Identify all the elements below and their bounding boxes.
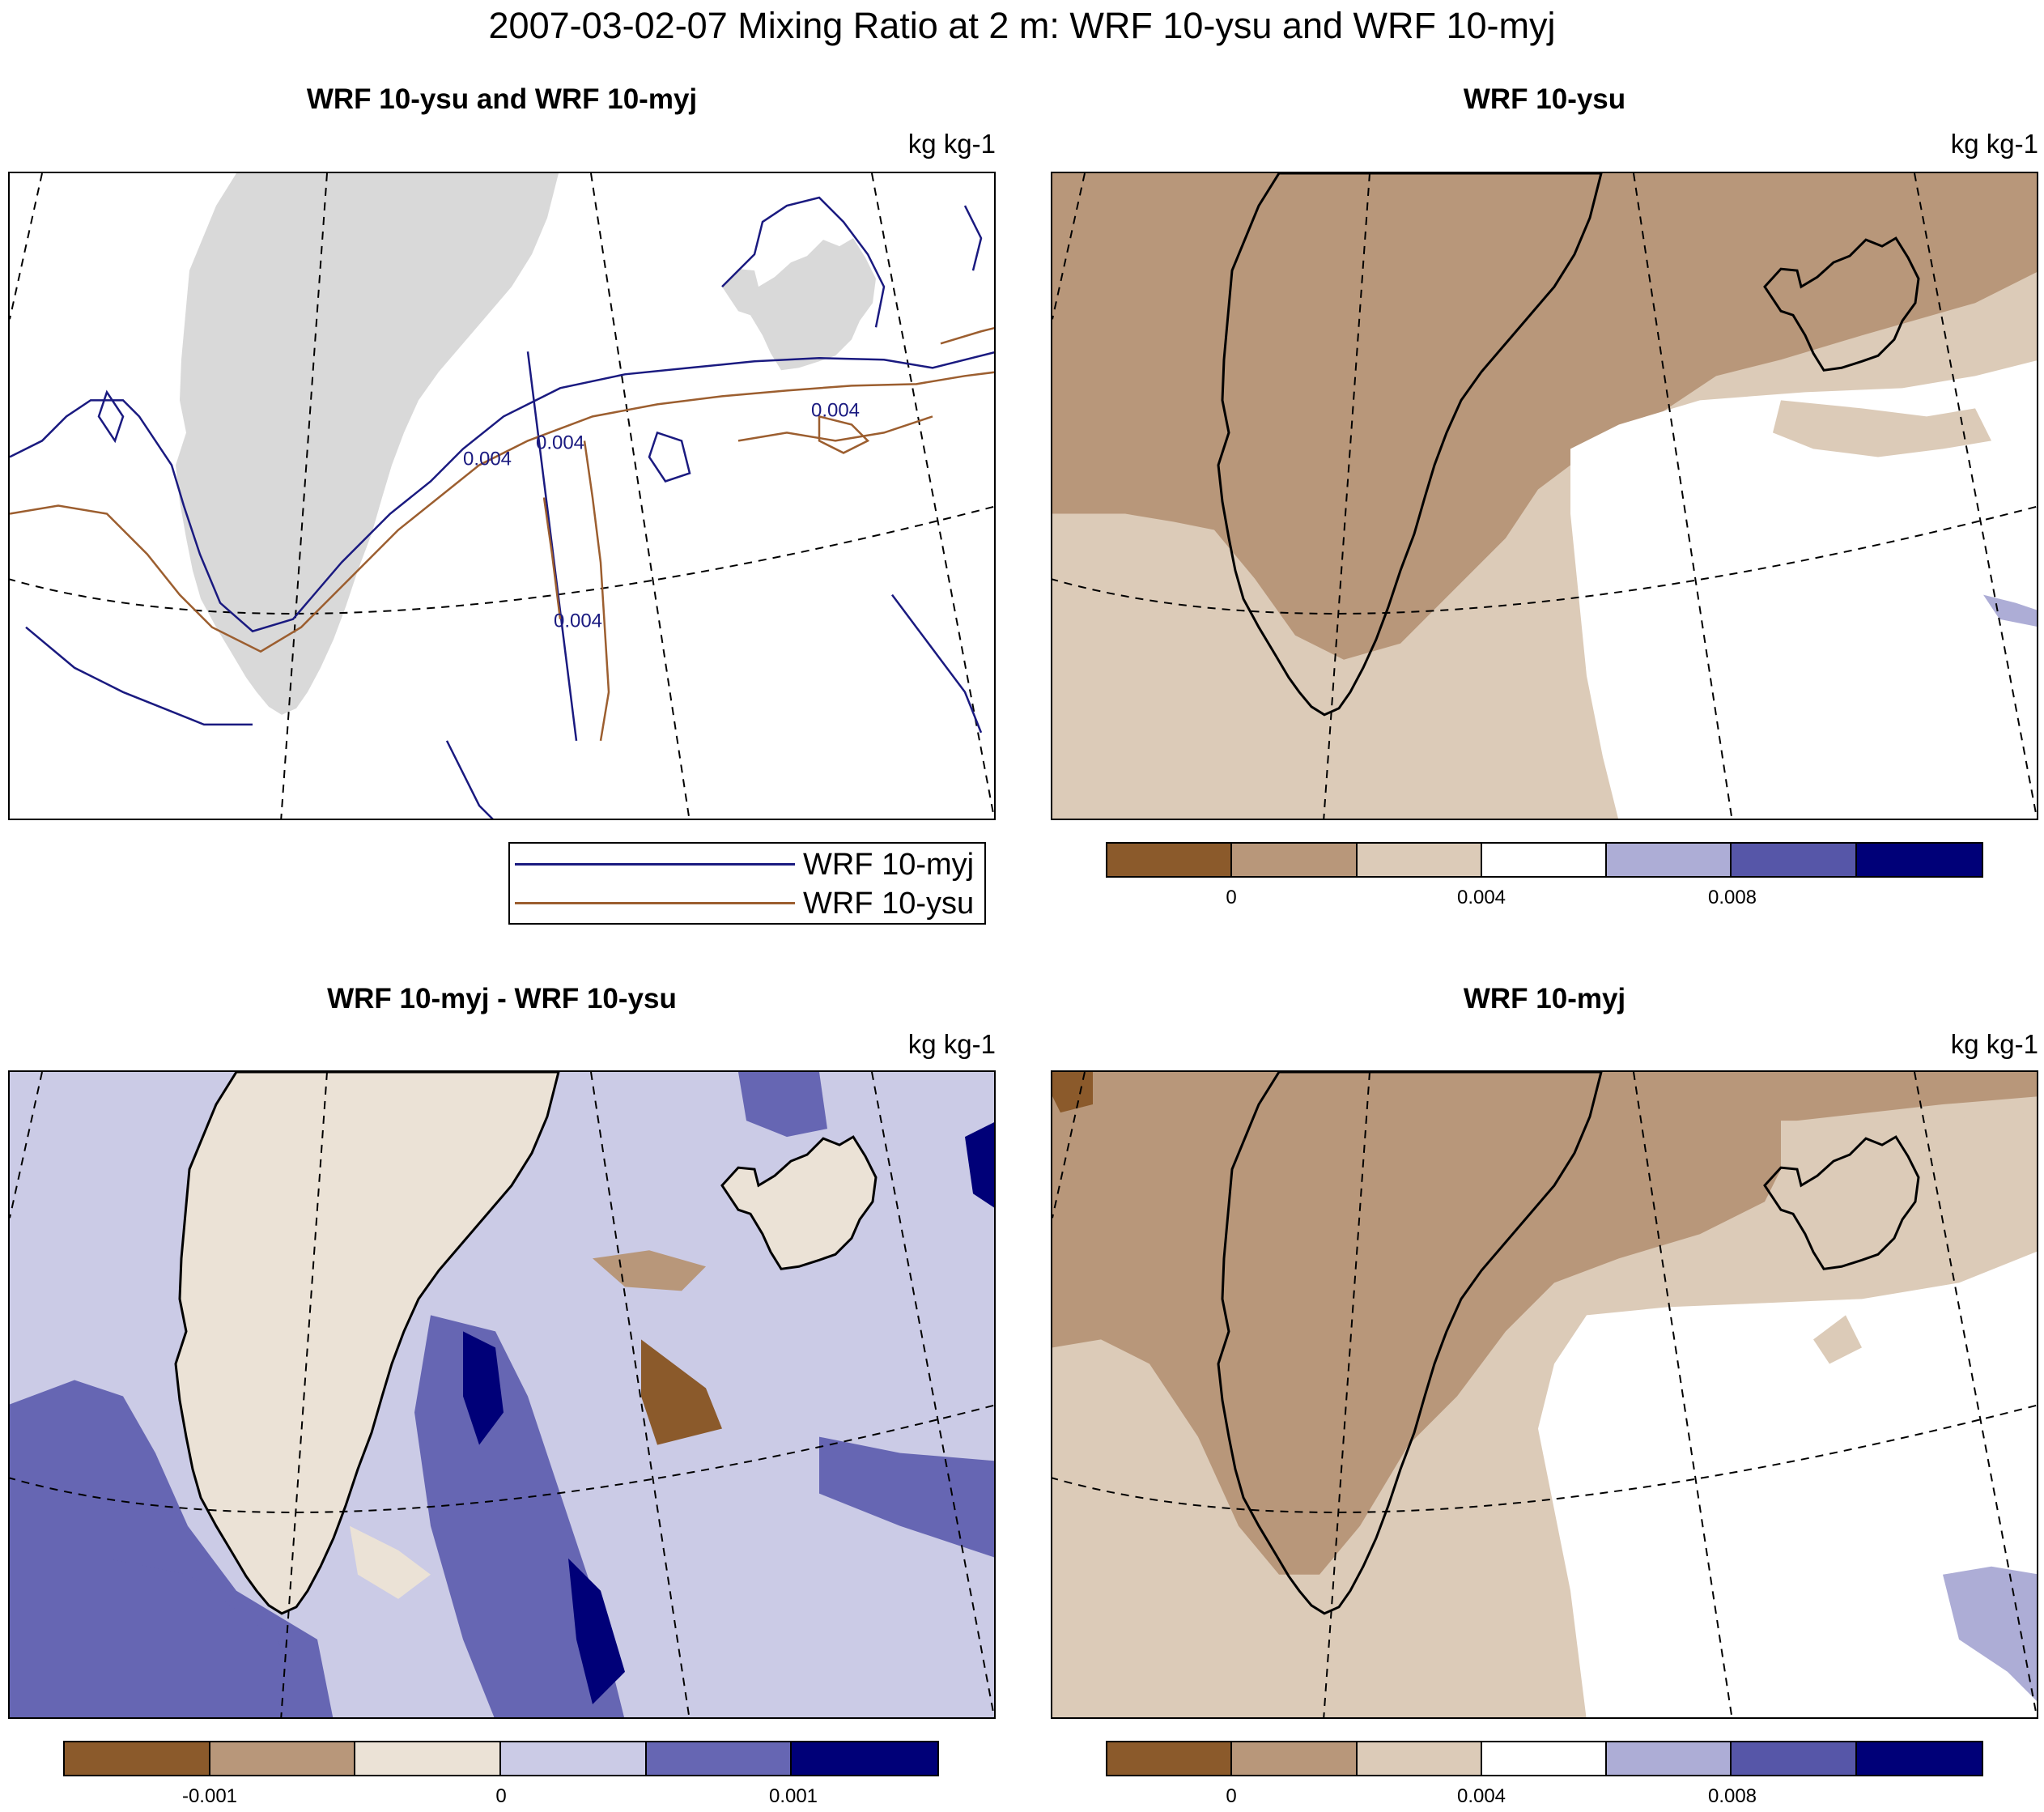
colorbar-myj	[1106, 1741, 1983, 1776]
colorbar-cell	[1607, 844, 1732, 876]
colorbar-cell	[210, 1742, 356, 1775]
colorbar-cell	[1732, 844, 1857, 876]
contour-label: 0.004	[463, 448, 512, 470]
colorbar-tick-label: 0.004	[1456, 887, 1506, 908]
contour-label: 0.004	[811, 399, 860, 421]
field-band	[965, 1122, 994, 1208]
field-band	[1773, 400, 1991, 457]
panel-title-contour: WRF 10-ysu and WRF 10-myj	[306, 83, 698, 115]
colorbar-tick-label: 0	[1226, 887, 1237, 908]
contour-label: 0.004	[554, 610, 602, 632]
units-ysu: kg kg-1	[1950, 129, 2038, 159]
ysu-map-panel	[1051, 172, 2038, 820]
legend-entry-myj: WRF 10-myj	[510, 845, 984, 884]
main-title: 2007-03-02-07 Mixing Ratio at 2 m: WRF 1…	[488, 5, 1556, 46]
ysu-map	[1052, 173, 2037, 819]
panel-title-diff: WRF 10-myj - WRF 10-ysu	[327, 983, 677, 1014]
field-band	[463, 1331, 504, 1445]
myj-contours	[10, 196, 994, 819]
line-legend: WRF 10-myj WRF 10-ysu	[508, 842, 986, 925]
myj-map	[1052, 1072, 2037, 1717]
colorbar-cell	[1357, 844, 1482, 876]
field-band	[593, 1250, 706, 1291]
colorbar-cell	[1856, 844, 1982, 876]
colorbar-cell	[1107, 1742, 1233, 1775]
legend-line-ysu	[515, 902, 795, 904]
field-band	[819, 1436, 994, 1558]
colorbar-tick-label: 0.008	[1707, 1785, 1757, 1807]
legend-line-myj	[515, 863, 795, 866]
colorbar-cell	[1856, 1742, 1982, 1775]
colorbar-cell	[1107, 844, 1233, 876]
colorbar-cell	[500, 1742, 647, 1775]
panel-title-ysu: WRF 10-ysu	[1463, 83, 1626, 115]
field-band	[641, 1339, 722, 1445]
field-band	[1983, 594, 2037, 627]
field-band	[1052, 1072, 2037, 1575]
colorbar-diff	[63, 1741, 939, 1776]
diff-map-panel	[8, 1070, 996, 1719]
colorbar-cell	[1481, 844, 1608, 876]
colorbar-cell	[1481, 1742, 1608, 1775]
contour-map-panel: 0.004 0.004 0.004 0.004	[8, 172, 996, 820]
contour-label: 0.004	[536, 432, 584, 453]
legend-entry-ysu: WRF 10-ysu	[510, 884, 984, 923]
contour-labels: 0.004 0.004 0.004 0.004	[463, 399, 860, 632]
colorbar-cell	[646, 1742, 793, 1775]
colorbar-tick-label: -0.001	[181, 1785, 238, 1807]
colorbar-cell	[1607, 1742, 1732, 1775]
colorbar-cell	[1232, 1742, 1358, 1775]
units-myj: kg kg-1	[1950, 1029, 2038, 1059]
units-diff: kg kg-1	[907, 1029, 996, 1059]
units-contour: kg kg-1	[907, 129, 996, 159]
field-band	[414, 1315, 625, 1717]
diff-map	[10, 1072, 994, 1717]
colorbar-ysu	[1106, 842, 1983, 878]
legend-label-ysu: WRF 10-ysu	[803, 887, 975, 921]
colorbar-cell	[1732, 1742, 1857, 1775]
colorbar-cell	[65, 1742, 210, 1775]
colorbar-tick-label: 0	[1226, 1785, 1237, 1807]
field-band	[568, 1558, 625, 1704]
colorbar-cell	[1232, 844, 1358, 876]
contour-map: 0.004 0.004 0.004 0.004	[10, 173, 994, 819]
field-band	[350, 1525, 431, 1599]
colorbar-tick-label: 0.001	[768, 1785, 818, 1807]
field-band	[1052, 173, 2037, 660]
field-band	[1781, 1112, 2037, 1279]
colorbar-cell	[792, 1742, 937, 1775]
colorbar-cell	[1357, 1742, 1482, 1775]
field-band	[1943, 1566, 2037, 1701]
colorbar-cell	[355, 1742, 501, 1775]
panel-title-myj: WRF 10-myj	[1463, 983, 1626, 1014]
legend-label-myj: WRF 10-myj	[803, 848, 975, 882]
colorbar-tick-label: 0	[495, 1785, 507, 1807]
ysu-contours	[10, 326, 994, 742]
field-band	[107, 1558, 317, 1717]
field-band	[1052, 1072, 1093, 1113]
colorbar-tick-label: 0.004	[1456, 1785, 1506, 1807]
field-band	[1538, 1251, 2037, 1717]
field-band	[738, 1072, 827, 1138]
myj-map-panel	[1051, 1070, 2038, 1719]
field-band	[1813, 1315, 1862, 1364]
field-band	[1570, 360, 2037, 819]
colorbar-tick-label: 0.008	[1707, 887, 1757, 908]
